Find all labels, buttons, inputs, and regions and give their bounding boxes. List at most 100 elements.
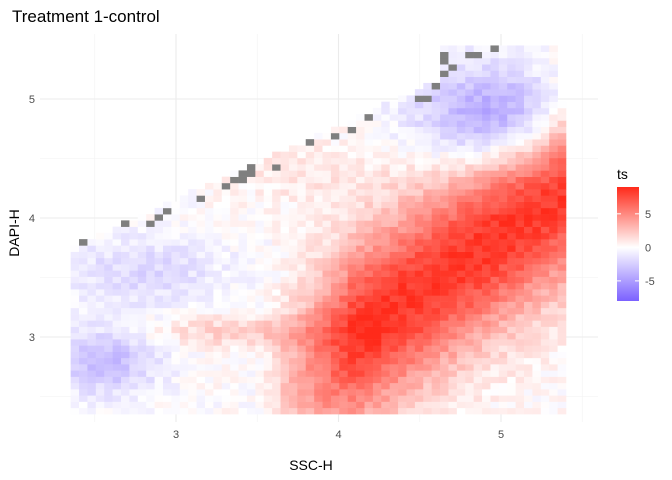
heatmap-cell <box>330 257 340 265</box>
heatmap-cell <box>356 395 365 402</box>
heatmap-cell <box>137 314 147 321</box>
heatmap-cell <box>163 407 172 415</box>
heatmap-cell <box>339 332 349 340</box>
heatmap-cell <box>221 201 231 209</box>
heatmap-cell <box>440 126 449 134</box>
heatmap-cell <box>398 170 407 177</box>
heatmap-cell <box>356 170 365 177</box>
heatmap-cell <box>112 264 122 271</box>
heatmap-cell <box>356 370 365 377</box>
heatmap-cell <box>423 282 432 290</box>
heatmap-cell <box>423 357 432 365</box>
heatmap-cell <box>540 45 550 52</box>
legend: ts -505 <box>617 166 655 301</box>
heatmap-cell <box>322 189 332 196</box>
heatmap-cell <box>163 345 172 352</box>
heatmap-cell <box>398 120 407 127</box>
heatmap-cell <box>322 357 332 365</box>
heatmap-cell <box>263 226 273 234</box>
heatmap-cell <box>221 239 231 246</box>
heatmap-cell <box>431 382 441 390</box>
heatmap-cell <box>549 326 558 334</box>
heatmap-cell <box>121 226 130 234</box>
heatmap-cell <box>364 301 374 309</box>
heatmap-cell <box>473 107 483 115</box>
heatmap-cell <box>406 220 416 227</box>
heatmap-cell <box>549 257 558 265</box>
heatmap-cell <box>381 326 390 334</box>
heatmap-cell <box>238 389 248 396</box>
heatmap-cell <box>305 220 315 227</box>
heatmap-cell <box>79 264 88 271</box>
heatmap-cell <box>87 407 97 415</box>
heatmap-cell <box>188 326 197 334</box>
heatmap-cell <box>406 339 416 346</box>
heatmap-cell <box>557 395 567 402</box>
heatmap-cell <box>540 157 550 165</box>
heatmap-cell <box>398 395 407 402</box>
heatmap-cell <box>196 220 206 227</box>
heatmap-cell <box>440 76 449 84</box>
heatmap-cell <box>465 132 474 140</box>
heatmap-cell <box>246 257 256 265</box>
heatmap-cell <box>465 270 474 277</box>
heatmap-cell <box>431 114 441 121</box>
heatmap-cell <box>465 407 474 415</box>
heatmap-cell <box>230 307 239 315</box>
heatmap-cell <box>389 257 399 265</box>
heatmap-cell <box>372 214 382 221</box>
heatmap-cell <box>154 326 164 334</box>
heatmap-cell <box>381 170 390 177</box>
heatmap-cell <box>171 282 181 290</box>
heatmap-cell <box>540 364 550 371</box>
heatmap-cell <box>356 326 365 334</box>
heatmap-cell <box>398 345 407 352</box>
heatmap-cell <box>272 370 281 377</box>
heatmap-cell <box>121 357 130 365</box>
heatmap-cell <box>288 301 298 309</box>
heatmap-cell <box>372 407 382 415</box>
heatmap-cell <box>330 395 340 402</box>
heatmap-cell <box>79 339 88 346</box>
heatmap-cell <box>246 239 256 246</box>
heatmap-cell <box>465 57 474 65</box>
heatmap-cell <box>498 314 508 321</box>
heatmap-cell <box>213 276 223 284</box>
heatmap-cell <box>515 170 525 177</box>
x-axis-title: SSC-H <box>289 457 333 473</box>
heatmap-cell <box>414 126 424 134</box>
heatmap-cell <box>381 207 390 215</box>
heatmap-cell <box>137 382 147 390</box>
heatmap-cell <box>230 214 239 221</box>
heatmap-cell <box>104 307 113 315</box>
heatmap-cell <box>381 289 390 296</box>
heatmap-cell <box>549 70 558 77</box>
heatmap-cell <box>381 182 390 190</box>
heatmap-cell <box>524 107 533 115</box>
heatmap-cell <box>246 370 256 377</box>
heatmap-cell <box>339 201 349 209</box>
heatmap-cell <box>204 251 214 259</box>
heatmap-cell <box>171 351 181 359</box>
heatmap-cell <box>297 239 307 246</box>
heatmap-cell <box>549 214 558 221</box>
heatmap-cell <box>204 370 214 377</box>
heatmap-cell <box>305 382 315 390</box>
heatmap-cell <box>314 332 323 340</box>
heatmap-cell <box>95 251 105 259</box>
heatmap-cell <box>356 239 365 246</box>
heatmap-cell <box>297 357 307 365</box>
heatmap-cell <box>549 182 558 190</box>
heatmap-cell <box>423 157 432 165</box>
heatmap-cell <box>95 370 105 377</box>
heatmap-cell <box>414 282 424 290</box>
heatmap-cell <box>87 370 97 377</box>
heatmap-cell <box>507 364 516 371</box>
heatmap-cell <box>398 307 407 315</box>
heatmap-cell <box>465 389 474 396</box>
heatmap-cell <box>440 351 449 359</box>
heatmap-cell <box>154 357 164 365</box>
heatmap-cell <box>246 226 256 234</box>
heatmap-cell <box>532 201 542 209</box>
heatmap-cell <box>414 370 424 377</box>
